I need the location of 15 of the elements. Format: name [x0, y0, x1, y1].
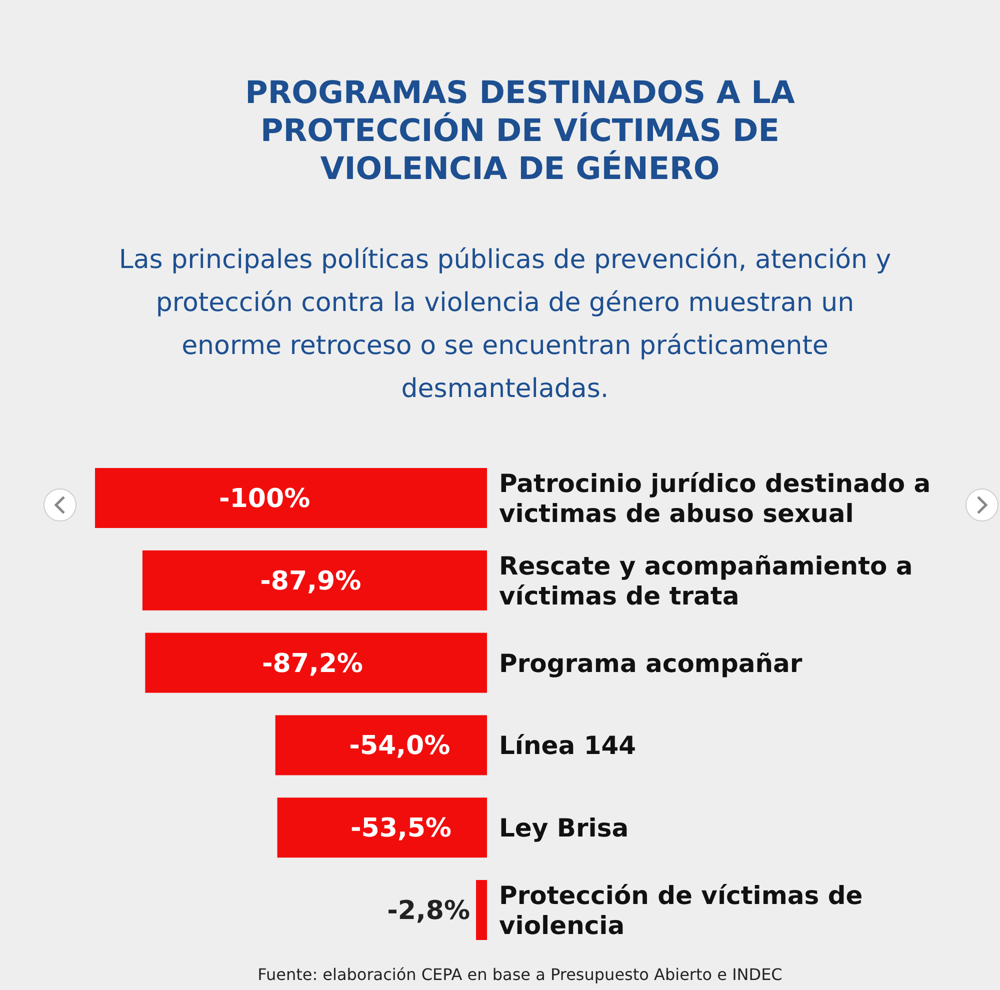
data-label: -87,2%	[262, 648, 363, 679]
chart-title: PROGRAMAS DESTINADOS A LA PROTECCIÓN DE VÍCTIMAS DE VIOLENCIA DE GÉNERO	[245, 75, 795, 187]
data-label: -53,5%	[350, 814, 452, 844]
data-label: -87,9%	[260, 566, 362, 596]
chart-subtitle: Las principales políticas públicas de prevención, atención y protección contra la violencia de género muestran un enorme retroceso o se encuentran prácticamente desmanteladas.	[118, 245, 892, 404]
y-tick-label: Programa acompañar	[499, 648, 803, 678]
y-tick-label: Línea 144	[499, 731, 636, 760]
source-note: Fuente: elaboración CEPA en base a Presupuesto Abierto e INDEC	[258, 965, 782, 984]
y-tick-label: Patrocinio jurídico destinado a victimas de abuso sexual	[499, 469, 931, 528]
y-tick-label: Protección de víctimas de violencia	[499, 881, 863, 940]
data-label: -2,8%	[387, 896, 470, 926]
data-label: -100%	[219, 484, 310, 514]
data-label: -54,0%	[349, 731, 450, 762]
y-tick-label: Rescate y acompañamiento a víctimas de trata	[499, 551, 913, 610]
y-tick-label: Ley Brisa	[499, 814, 629, 843]
